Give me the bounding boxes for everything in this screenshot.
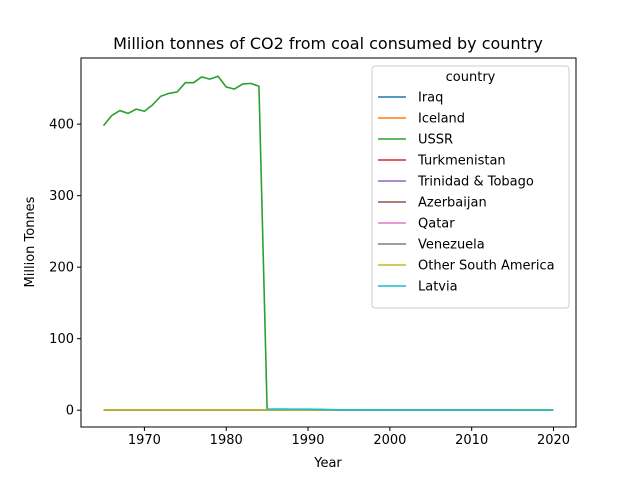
legend-label-iraq: Iraq — [418, 91, 443, 106]
x-axis-label: Year — [313, 456, 342, 471]
y-tick-label-100: 100 — [49, 332, 74, 347]
x-tick-label-1970: 1970 — [128, 433, 161, 448]
x-tick-label-2000: 2000 — [373, 433, 406, 448]
legend-title: country — [446, 70, 496, 85]
legend-box — [371, 65, 570, 309]
y-tick-label-0: 0 — [66, 404, 74, 419]
legend-label-ussr: USSR — [418, 133, 453, 148]
axes-frame — [80, 57, 577, 428]
legend-label-latvia: Latvia — [418, 280, 458, 295]
legend-label-azerbaijan: Azerbaijan — [418, 196, 487, 211]
legend-label-iceland: Iceland — [418, 112, 465, 127]
series-line-ussr — [102, 75, 268, 411]
y-tick-label-400: 400 — [49, 118, 74, 133]
y-axis-label: Million Tonnes — [23, 196, 38, 287]
legend-label-venezuela: Venezuela — [418, 238, 485, 253]
series-line-latvia — [267, 408, 554, 411]
x-tick-label-1980: 1980 — [210, 433, 243, 448]
chart-title: Million tonnes of CO2 from coal consumed… — [113, 34, 543, 53]
legend-label-qatar: Qatar — [418, 217, 455, 232]
plot-area: 1970 1980 1990 2000 2010 2020 0 100 200 300 400 — [49, 57, 577, 448]
x-tick-label-2020: 2020 — [537, 433, 570, 448]
legend-label-trinidad-tobago: Trinidad & Tobago — [417, 175, 534, 190]
legend-label-other-south-america: Other South America — [418, 259, 555, 274]
x-tick-label-1990: 1990 — [291, 433, 324, 448]
y-tick-label-300: 300 — [49, 189, 74, 204]
legend-label-turkmenistan: Turkmenistan — [417, 154, 506, 169]
x-tick-label-2010: 2010 — [455, 433, 488, 448]
y-tick-label-200: 200 — [49, 261, 74, 276]
